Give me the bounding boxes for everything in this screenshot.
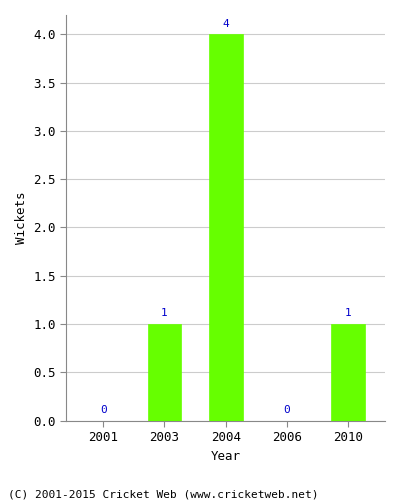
Bar: [332, 324, 365, 420]
Text: 1: 1: [161, 308, 168, 318]
Text: (C) 2001-2015 Cricket Web (www.cricketweb.net): (C) 2001-2015 Cricket Web (www.cricketwe…: [8, 490, 318, 500]
X-axis label: Year: Year: [211, 450, 241, 462]
Text: 1: 1: [345, 308, 352, 318]
Text: 0: 0: [100, 404, 107, 414]
Bar: [209, 34, 242, 420]
Bar: [148, 324, 181, 420]
Text: 0: 0: [284, 404, 290, 414]
Y-axis label: Wickets: Wickets: [15, 192, 28, 244]
Text: 4: 4: [222, 18, 229, 28]
